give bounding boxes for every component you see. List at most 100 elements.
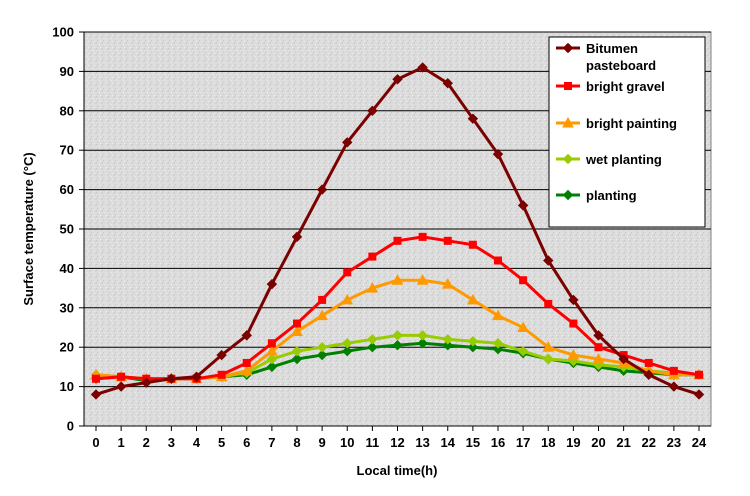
data-point: [241, 330, 252, 341]
data-point: [367, 334, 378, 345]
data-point: [217, 370, 226, 379]
data-point: [342, 137, 353, 148]
y-tick-label: 0: [67, 419, 74, 434]
data-point: [266, 345, 278, 356]
data-point: [117, 372, 126, 381]
x-tick-label: 8: [293, 435, 300, 450]
data-point: [367, 105, 378, 117]
data-point: [367, 341, 378, 353]
x-tick-label: 9: [319, 435, 326, 450]
data-point: [90, 389, 102, 400]
data-point: [442, 334, 453, 345]
legend-label: pasteboard: [586, 58, 656, 73]
x-tick-label: 24: [692, 435, 707, 450]
data-point: [240, 364, 253, 376]
data-point: [492, 309, 504, 321]
legend-swatch-marker: [564, 82, 572, 90]
x-tick-label: 12: [390, 435, 404, 450]
data-point: [468, 240, 477, 249]
data-point: [318, 295, 327, 304]
data-point: [392, 330, 403, 341]
data-point: [593, 330, 604, 341]
data-point: [519, 276, 528, 285]
data-point: [291, 231, 303, 243]
data-point: [417, 62, 428, 73]
legend-entry: planting: [556, 188, 637, 203]
data-point: [467, 336, 479, 347]
y-tick-label: 70: [60, 143, 74, 158]
legend-entry: bright painting: [556, 116, 677, 131]
data-point: [343, 268, 352, 277]
data-point: [494, 256, 502, 265]
data-point: [216, 349, 227, 361]
data-point: [316, 341, 328, 353]
x-tick-label: 2: [143, 435, 150, 450]
data-point: [291, 353, 303, 365]
data-point: [567, 349, 580, 360]
data-point: [418, 232, 427, 241]
data-point: [544, 299, 553, 308]
data-point: [543, 353, 554, 365]
x-tick-label: 19: [566, 435, 580, 450]
data-point: [242, 358, 251, 367]
data-point: [342, 338, 353, 349]
x-tick-label: 5: [218, 435, 225, 450]
x-tick-label: 11: [366, 435, 380, 450]
data-point: [293, 319, 301, 328]
y-tick-label: 80: [60, 103, 74, 118]
x-tick-label: 17: [516, 435, 530, 450]
data-point: [569, 319, 578, 328]
data-point: [467, 113, 479, 124]
x-tick-label: 4: [193, 435, 201, 450]
data-point: [316, 309, 328, 321]
data-point: [392, 74, 403, 85]
data-point: [492, 338, 504, 349]
y-axis-ticks: 0 10 20 30 40 50 60 70 80 90 100: [52, 25, 84, 434]
y-tick-label: 50: [60, 222, 74, 237]
data-point: [517, 345, 529, 357]
data-point: [443, 236, 452, 245]
legend-entry: wet planting: [556, 152, 662, 167]
data-point: [517, 200, 529, 211]
data-point: [341, 293, 354, 305]
data-point: [416, 274, 429, 285]
y-tick-label: 100: [52, 25, 74, 40]
y-tick-label: 60: [60, 182, 74, 197]
data-point: [592, 352, 605, 364]
data-point: [693, 389, 705, 400]
data-point: [392, 340, 403, 351]
legend-label: planting: [586, 188, 637, 203]
data-point: [368, 252, 377, 261]
x-tick-label: 16: [491, 435, 505, 450]
legend-entry: Bitumen pasteboard: [556, 41, 656, 73]
data-point: [316, 349, 328, 361]
data-point: [417, 338, 428, 349]
data-point: [92, 374, 100, 383]
data-point: [391, 274, 404, 285]
x-tick-label: 1: [118, 435, 125, 450]
legend-swatch-marker: [562, 42, 574, 54]
y-tick-label: 10: [60, 379, 74, 394]
data-point: [393, 236, 402, 245]
data-point: [517, 321, 529, 332]
x-tick-label: 23: [667, 435, 681, 450]
data-point: [542, 341, 555, 352]
data-point: [342, 345, 353, 357]
series-layer: [90, 62, 705, 400]
legend-entry: bright gravel: [556, 79, 665, 94]
legend-label: wet planting: [585, 152, 662, 167]
data-point: [366, 282, 379, 293]
data-point: [618, 353, 629, 365]
series-bitumen-pasteboard: [90, 62, 705, 400]
x-tick-label: 0: [92, 435, 99, 450]
data-point: [291, 345, 303, 357]
data-point: [668, 381, 680, 392]
data-point: [695, 370, 703, 379]
data-point: [643, 369, 654, 380]
x-tick-label: 13: [415, 435, 429, 450]
data-point: [492, 343, 504, 355]
data-point: [467, 341, 479, 353]
x-tick-label: 3: [168, 435, 175, 450]
y-tick-label: 40: [60, 261, 74, 276]
legend-label: bright painting: [586, 116, 677, 131]
